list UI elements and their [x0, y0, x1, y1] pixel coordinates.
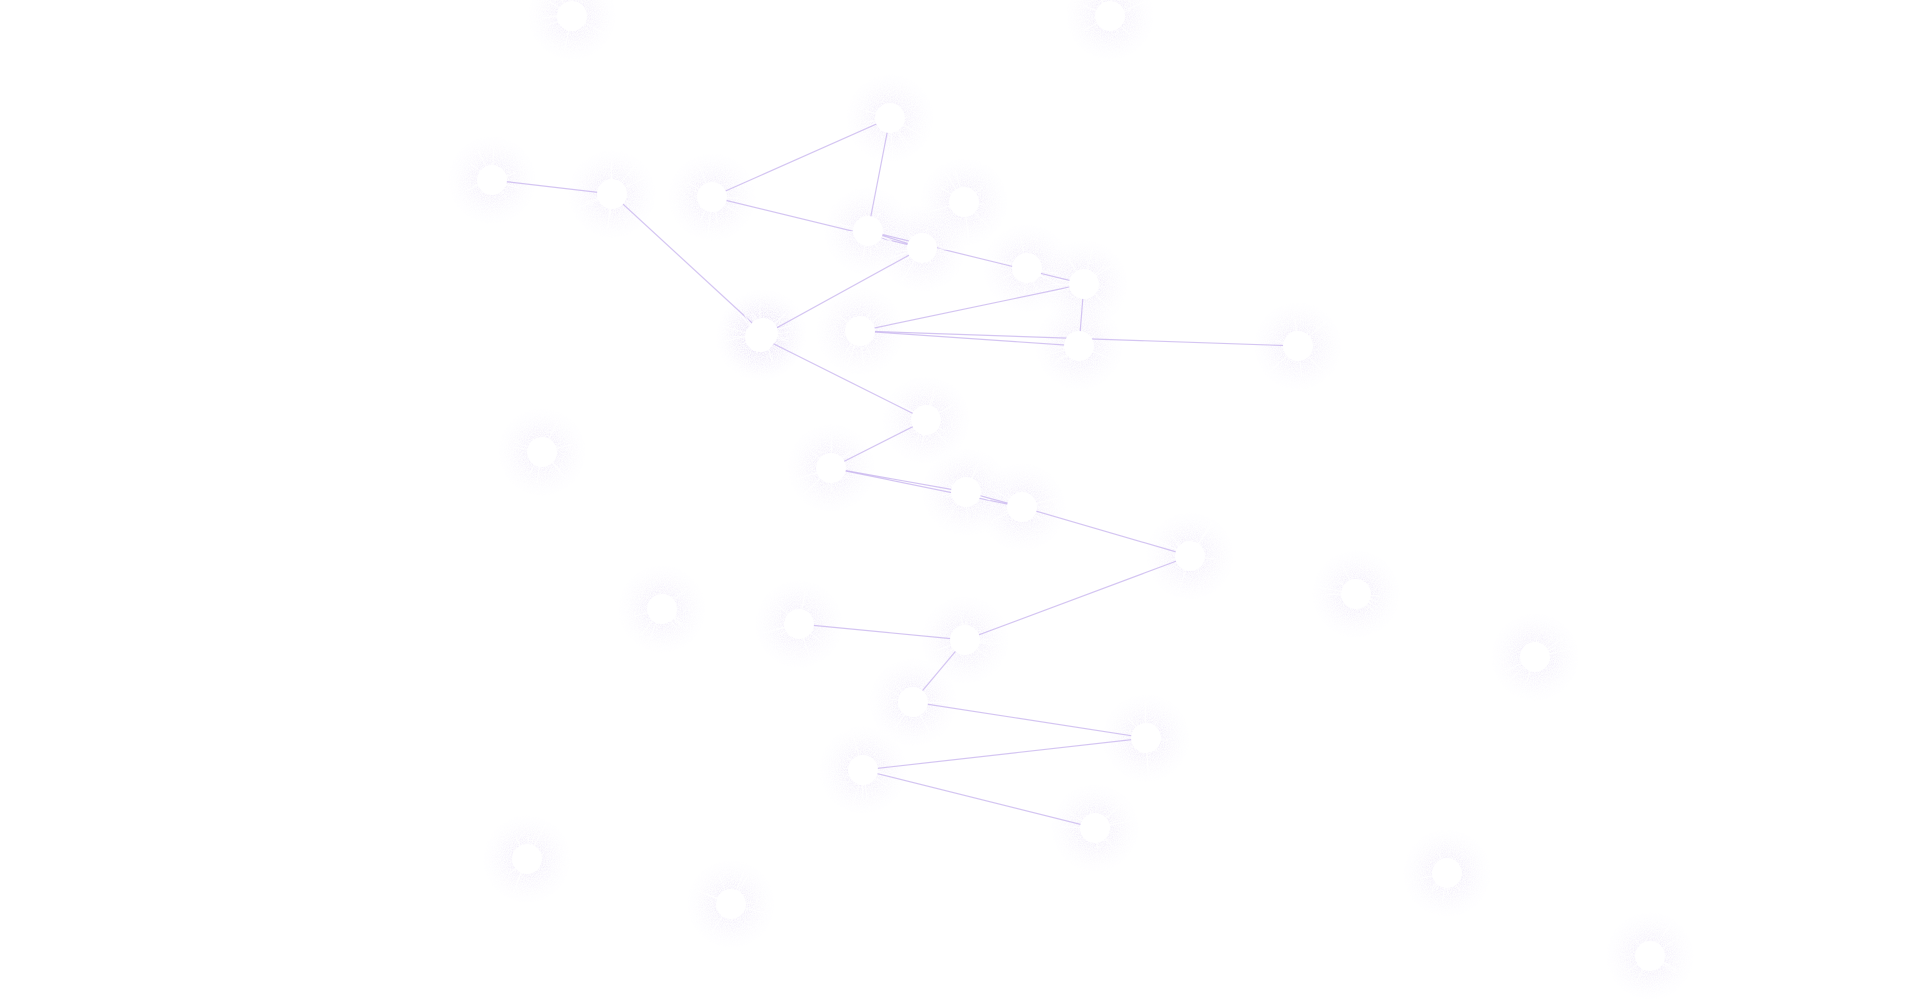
circle-node-icon: [1520, 642, 1550, 672]
network-edge: [491, 179, 613, 195]
circle-node-icon: [597, 179, 627, 209]
circle-node-icon: [816, 453, 846, 483]
circle-node-icon: [716, 889, 746, 919]
circle-node-icon: [477, 165, 507, 195]
network-edge: [759, 336, 927, 421]
circle-node-icon: [748, 318, 778, 348]
network-edge: [859, 330, 1080, 347]
circle-node-icon: [512, 844, 542, 874]
network-edge: [798, 623, 966, 641]
node-layer: [477, 1, 1665, 971]
circle-node-icon: [845, 316, 875, 346]
network-edge: [711, 117, 891, 198]
network-edge: [964, 555, 1191, 641]
circle-node-icon: [527, 437, 557, 467]
circle-node-icon: [949, 187, 979, 217]
network-edge: [862, 769, 1096, 829]
glow-layer: [448, 0, 1694, 1000]
network-edge: [912, 701, 1147, 739]
circle-node-icon: [951, 477, 981, 507]
circle-node-icon: [1341, 579, 1371, 609]
circle-node-icon: [911, 405, 941, 435]
network-edge: [759, 247, 923, 338]
circle-node-icon: [1007, 492, 1037, 522]
network-edge: [867, 117, 891, 232]
circle-node-icon: [1635, 941, 1665, 971]
circle-node-icon: [697, 182, 727, 212]
circle-node-icon: [1095, 1, 1125, 31]
circle-node-icon: [907, 233, 937, 263]
network-edge: [611, 193, 764, 334]
circle-node-icon: [1175, 541, 1205, 571]
circle-node-icon: [1432, 858, 1462, 888]
circle-node-icon: [647, 594, 677, 624]
circle-node-icon: [1080, 813, 1110, 843]
circle-node-icon: [1064, 331, 1094, 361]
circle-node-icon: [898, 687, 928, 717]
circle-node-icon: [875, 103, 905, 133]
circle-node-icon: [853, 216, 883, 246]
network-edge: [830, 419, 927, 469]
circle-node-icon: [784, 609, 814, 639]
network-edge: [862, 737, 1147, 771]
network-edge: [867, 230, 1085, 285]
circle-node-icon: [950, 625, 980, 655]
circle-node-icon: [848, 755, 878, 785]
circle-node-icon: [1069, 269, 1099, 299]
circle-node-icon: [1131, 723, 1161, 753]
circle-node-icon: [557, 1, 587, 31]
network-edge: [1021, 506, 1191, 557]
network-edge: [859, 283, 1085, 332]
circle-node-icon: [1283, 331, 1313, 361]
circle-node-icon: [1012, 253, 1042, 283]
